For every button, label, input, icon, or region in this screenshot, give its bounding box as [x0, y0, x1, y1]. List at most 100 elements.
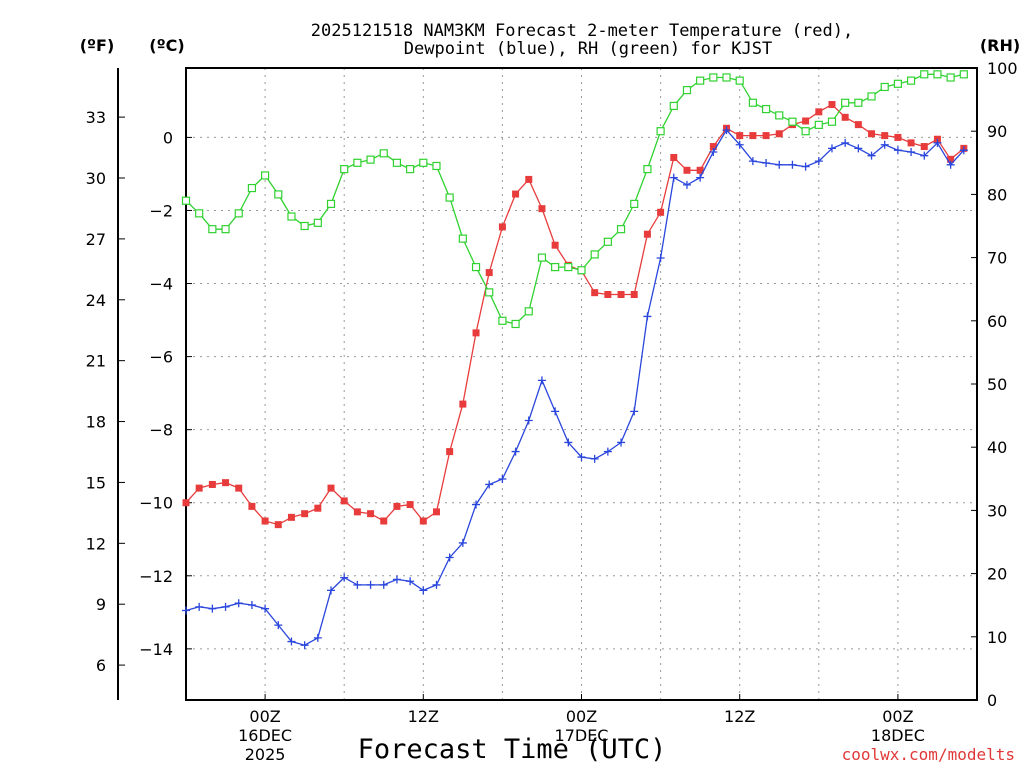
rh-tick-label: 60: [987, 312, 1007, 331]
rh-tick-label: 90: [987, 122, 1007, 141]
temperature-point: [195, 484, 203, 492]
rh-point: [643, 165, 652, 174]
dewpoint-point: [327, 586, 336, 595]
rh-point: [445, 193, 454, 202]
rh-point: [208, 225, 217, 234]
rh-point: [722, 73, 731, 82]
temperature-point: [604, 290, 612, 298]
rh-point: [234, 209, 243, 218]
dewpoint-point: [907, 148, 916, 157]
temperature-point: [881, 132, 889, 140]
temperature-point: [657, 208, 665, 216]
temperature-point: [643, 230, 651, 238]
dewpoint-point: [537, 376, 546, 385]
rh-point: [682, 86, 692, 95]
dewpoint-point: [182, 606, 190, 615]
time-tick-year: 2025: [245, 745, 286, 764]
celsius-tick-label: −4: [149, 275, 173, 294]
temperature-point: [367, 510, 375, 518]
temperature-point: [274, 521, 282, 529]
rh-tick-label: 50: [987, 375, 1007, 394]
dewpoint-point: [669, 173, 678, 182]
dewpoint-point: [208, 604, 217, 613]
fahrenheit-unit-label: (ºF): [80, 36, 115, 55]
rh-point: [471, 262, 481, 272]
time-tick-date: 18DEC: [871, 726, 925, 745]
rh-point: [920, 70, 929, 79]
fahrenheit-tick-label: 24: [86, 291, 106, 310]
rh-point: [366, 155, 375, 164]
rh-point: [406, 165, 415, 174]
dewpoint-point: [511, 447, 520, 456]
time-tick-label: 12Z: [408, 707, 439, 726]
rh-point: [551, 262, 560, 272]
dewpoint-point: [353, 580, 362, 589]
rh-point: [590, 250, 599, 259]
time-tick-label: 00Z: [882, 707, 913, 726]
temperature-line: [185, 103, 965, 526]
dewpoint-point: [577, 453, 586, 462]
dewpoint-point: [234, 599, 243, 608]
dewpoint-point: [630, 407, 639, 416]
time-tick-label: 00Z: [566, 707, 597, 726]
time-tick-date: 16DEC: [238, 726, 292, 745]
rh-point: [181, 196, 191, 205]
rh-point: [880, 82, 889, 92]
rh-point: [959, 70, 968, 79]
dewpoint-point: [498, 474, 507, 483]
temperature-point: [591, 289, 599, 297]
chart-title-line-2: Dewpoint (blue), RH (green) for KJST: [404, 39, 772, 59]
rh-point: [458, 234, 467, 243]
dewpoint-point: [221, 602, 230, 611]
dewpoint-point: [340, 573, 349, 582]
dewpoint-point: [617, 438, 626, 447]
temperature-point: [828, 101, 836, 109]
rh-point: [485, 288, 494, 297]
temperature-point: [182, 499, 190, 507]
dewpoint-point: [788, 160, 797, 169]
dewpoint-point: [445, 553, 454, 562]
rh-point: [247, 183, 257, 193]
rh-point: [761, 104, 771, 114]
rh-point: [340, 165, 349, 174]
dewpoint-point: [643, 312, 652, 321]
dewpoint-point: [735, 140, 744, 149]
rh-point: [616, 225, 626, 234]
rh-tick-label: 70: [987, 249, 1007, 268]
dewpoint-point: [748, 157, 757, 166]
dewpoint-point: [287, 637, 296, 646]
temperature-point: [353, 508, 361, 516]
dewpoint-point: [801, 162, 810, 171]
time-tick-label: 00Z: [249, 707, 280, 726]
dewpoint-point: [682, 180, 691, 189]
rh-point: [353, 158, 362, 167]
rh-point: [419, 158, 428, 167]
dewpoint-point: [300, 641, 309, 650]
rh-axis-ticks: 0 10 20 30 40 50 60 70 80 90 100: [971, 59, 1018, 710]
fahrenheit-tick-label: 12: [86, 534, 106, 553]
rh-point: [696, 76, 705, 85]
dewpoint-point: [946, 160, 955, 169]
rh-point: [326, 199, 336, 208]
temperature-point: [630, 290, 638, 298]
temperature-point: [709, 143, 717, 151]
rh-point: [841, 98, 850, 107]
fahrenheit-tick-label: 18: [86, 413, 106, 432]
rh-point: [195, 209, 204, 218]
rh-point: [735, 76, 744, 85]
dewpoint-point: [603, 447, 612, 456]
series-group: [181, 70, 968, 650]
dewpoint-point: [432, 580, 441, 589]
rh-point: [221, 225, 230, 234]
rh-point: [827, 117, 837, 126]
temperature-point: [854, 121, 862, 129]
temperature-point: [894, 133, 902, 141]
celsius-tick-label: −2: [149, 201, 173, 220]
dewpoint-point: [524, 416, 533, 425]
dewpoint-point: [920, 151, 929, 160]
temperature-point: [485, 269, 493, 277]
temperature-point: [907, 139, 915, 147]
rh-point: [392, 158, 402, 167]
temperature-point: [208, 480, 216, 488]
dewpoint-point: [419, 586, 428, 595]
